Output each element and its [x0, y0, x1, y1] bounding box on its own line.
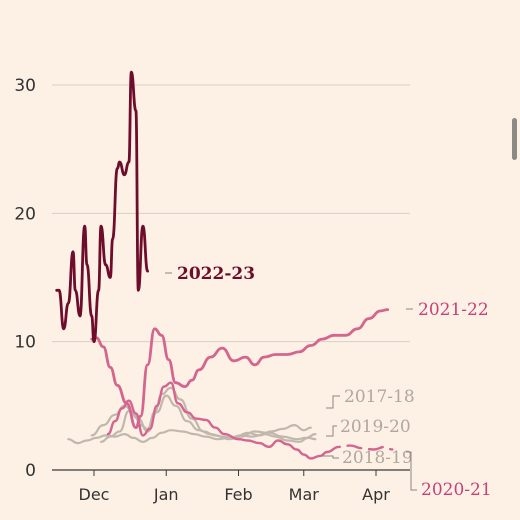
series-label-2017-18: 2017-18 — [344, 387, 415, 407]
x-axis: Dec Jan Feb Mar Apr — [79, 470, 390, 504]
series-label-2021-22: 2021-22 — [418, 300, 489, 320]
x-tick-label: Dec — [79, 485, 110, 504]
series-label-2020-21: 2020-21 — [421, 480, 492, 500]
y-tick-label: 10 — [14, 333, 36, 353]
scrollbar-thumb[interactable] — [512, 118, 517, 160]
series-lines — [55, 70, 394, 460]
label-bracket-2020-21 — [406, 451, 417, 491]
series-label-2018-19: 2018-19 — [342, 448, 413, 468]
y-axis-ticks: 0 10 20 30 — [14, 76, 36, 481]
series-label-2022-23: 2022-23 — [177, 264, 255, 284]
y-tick-label: 30 — [14, 76, 36, 96]
x-tick-label: Feb — [224, 485, 252, 504]
series-2020-21-dashed-tail — [325, 444, 394, 454]
label-bracket-2018-19 — [322, 455, 339, 459]
x-tick-label: Mar — [289, 485, 320, 504]
series-label-2019-20: 2019-20 — [340, 417, 411, 437]
gridlines — [52, 84, 410, 471]
y-tick-label: 20 — [14, 204, 36, 224]
series-labels: 2022-23 2021-22 2017-18 2019-20 2018-19 2020-… — [165, 264, 492, 500]
series-2022-23-line — [55, 70, 149, 344]
series-2021-22-line — [90, 308, 390, 429]
label-bracket-2019-20 — [326, 425, 337, 437]
series-2018-19-line — [67, 429, 317, 445]
label-bracket-2017-18 — [326, 395, 340, 409]
x-tick-label: Apr — [362, 485, 390, 504]
x-tick-label: Jan — [153, 485, 179, 504]
y-tick-label: 0 — [25, 461, 36, 481]
